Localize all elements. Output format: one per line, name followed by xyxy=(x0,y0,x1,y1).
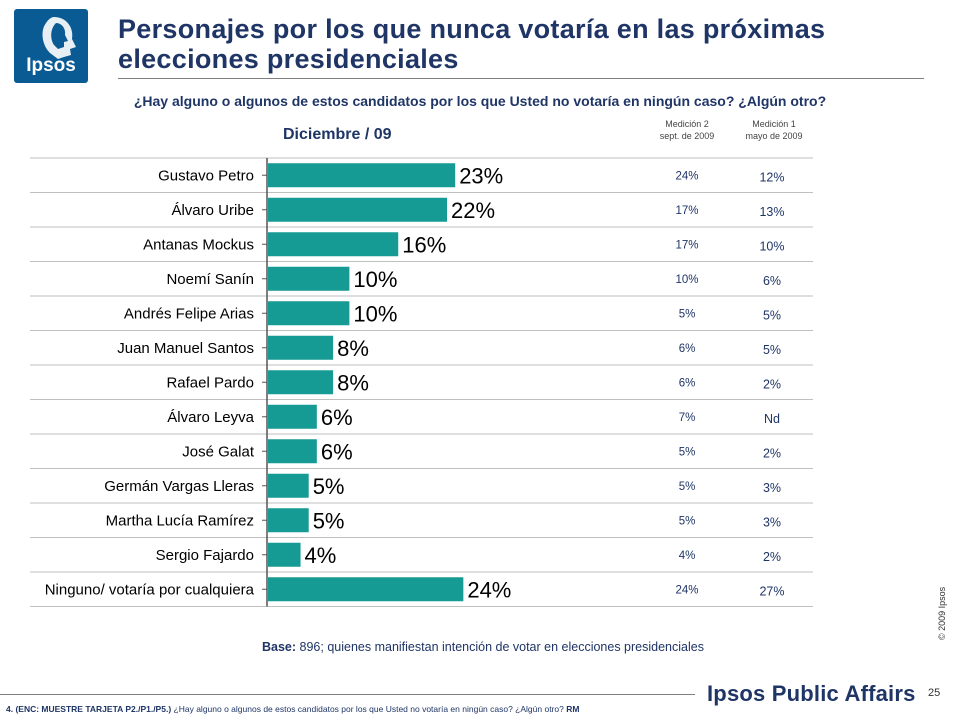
column-header-medicion2: Medición 2 sept. de 2009 xyxy=(642,118,732,142)
bar xyxy=(268,197,448,222)
category-label: Germán Vargas Lleras xyxy=(104,478,254,495)
medicion1-line2: mayo de 2009 xyxy=(745,131,803,141)
category-label: José Galat xyxy=(182,443,255,460)
bar xyxy=(268,266,350,291)
chart-title: Diciembre / 09 xyxy=(283,126,392,143)
bar-value-label: 5% xyxy=(313,474,345,499)
bar-value-label: 5% xyxy=(313,508,345,533)
footer-divider xyxy=(0,694,695,695)
footnote-text: ¿Hay alguno o algunos de estos candidato… xyxy=(173,704,564,714)
bar-value-label: 4% xyxy=(305,543,337,568)
category-label: Álvaro Uribe xyxy=(171,202,254,219)
bar-value-label: 22% xyxy=(451,198,495,223)
bar xyxy=(268,301,350,326)
medicion2-value: 5% xyxy=(679,481,696,493)
medicion2-value: 5% xyxy=(679,308,696,320)
medicion2-value: 10% xyxy=(675,274,698,286)
medicion1-value: 12% xyxy=(759,170,784,184)
page-title: Personajes por los que nunca votaría en … xyxy=(118,14,826,74)
category-label: Antanas Mockus xyxy=(143,236,254,253)
medicion2-value: 5% xyxy=(679,446,696,458)
footnote-bold: 4. (ENC: MUESTRE TARJETA P2./P1./P5.) xyxy=(6,704,172,714)
bar xyxy=(268,404,317,429)
bar xyxy=(268,335,334,360)
medicion1-value: 3% xyxy=(763,515,781,529)
footnote: 4. (ENC: MUESTRE TARJETA P2./P1./P5.) ¿H… xyxy=(6,704,579,714)
category-label: Martha Lucía Ramírez xyxy=(106,512,254,529)
medicion1-value: 13% xyxy=(759,205,784,219)
category-label: Ninguno/ votaría por cualquiera xyxy=(45,581,255,598)
medicion2-value: 24% xyxy=(675,170,698,182)
medicion1-value: 10% xyxy=(759,239,784,253)
medicion2-value: 17% xyxy=(675,239,698,251)
bar xyxy=(268,370,334,395)
medicion1-value: 2% xyxy=(763,550,781,564)
brand-name: Ipsos Public Affairs xyxy=(707,681,916,706)
medicion1-value: 2% xyxy=(763,446,781,460)
bar xyxy=(268,439,317,464)
medicion1-line1: Medición 1 xyxy=(752,119,796,129)
base-text: 896; quienes manifiestan intención de vo… xyxy=(299,640,704,654)
base-note: Base: 896; quienes manifiestan intención… xyxy=(262,640,704,654)
base-label: Base: xyxy=(262,640,297,654)
medicion1-value: 5% xyxy=(763,308,781,322)
category-label: Álvaro Leyva xyxy=(167,409,254,426)
medicion2-value: 6% xyxy=(679,343,696,355)
column-header-medicion1: Medición 1 mayo de 2009 xyxy=(729,118,819,142)
bar-value-label: 10% xyxy=(353,301,397,326)
bar-value-label: 16% xyxy=(402,232,446,257)
bar xyxy=(268,542,301,567)
bar xyxy=(268,508,309,533)
bar-value-label: 8% xyxy=(337,336,369,361)
bar xyxy=(268,232,399,257)
bar xyxy=(268,577,464,602)
medicion1-value: 3% xyxy=(763,481,781,495)
medicion2-value: 17% xyxy=(675,205,698,217)
category-label: Rafael Pardo xyxy=(166,374,254,391)
category-label: Sergio Fajardo xyxy=(156,547,254,564)
bar-value-label: 24% xyxy=(467,577,511,602)
logo-text: Ipsos xyxy=(26,55,76,76)
category-label: Gustavo Petro xyxy=(158,167,254,184)
bar-value-label: 6% xyxy=(321,439,353,464)
bar xyxy=(268,473,309,498)
medicion1-value: 27% xyxy=(759,584,784,598)
bar-value-label: 6% xyxy=(321,405,353,430)
category-label: Noemí Sanín xyxy=(166,271,254,288)
face-profile-icon xyxy=(42,17,76,59)
medicion2-value: 7% xyxy=(679,412,696,424)
medicion2-value: 4% xyxy=(679,550,696,562)
medicion1-value: 6% xyxy=(763,274,781,288)
medicion2-line1: Medición 2 xyxy=(665,119,709,129)
bar-value-label: 23% xyxy=(459,163,503,188)
medicion2-value: 24% xyxy=(675,584,698,596)
footnote-end: RM xyxy=(566,704,580,714)
medicion1-value: Nd xyxy=(764,412,780,426)
title-divider xyxy=(118,78,924,79)
survey-question: ¿Hay alguno o algunos de estos candidato… xyxy=(133,93,827,109)
bar-value-label: 10% xyxy=(353,267,397,292)
medicion1-value: 2% xyxy=(763,377,781,391)
category-label: Andrés Felipe Arias xyxy=(124,305,254,322)
category-label: Juan Manuel Santos xyxy=(117,340,254,357)
medicion1-value: 5% xyxy=(763,343,781,357)
medicion2-line2: sept. de 2009 xyxy=(659,131,715,141)
bar xyxy=(268,163,456,188)
page-number: 25 xyxy=(928,687,941,699)
medicion2-value: 6% xyxy=(679,377,696,389)
ipsos-logo: Ipsos xyxy=(14,9,88,83)
copyright: © 2009 Ipsos xyxy=(937,586,947,640)
bar-value-label: 8% xyxy=(337,370,369,395)
medicion2-value: 5% xyxy=(679,515,696,527)
